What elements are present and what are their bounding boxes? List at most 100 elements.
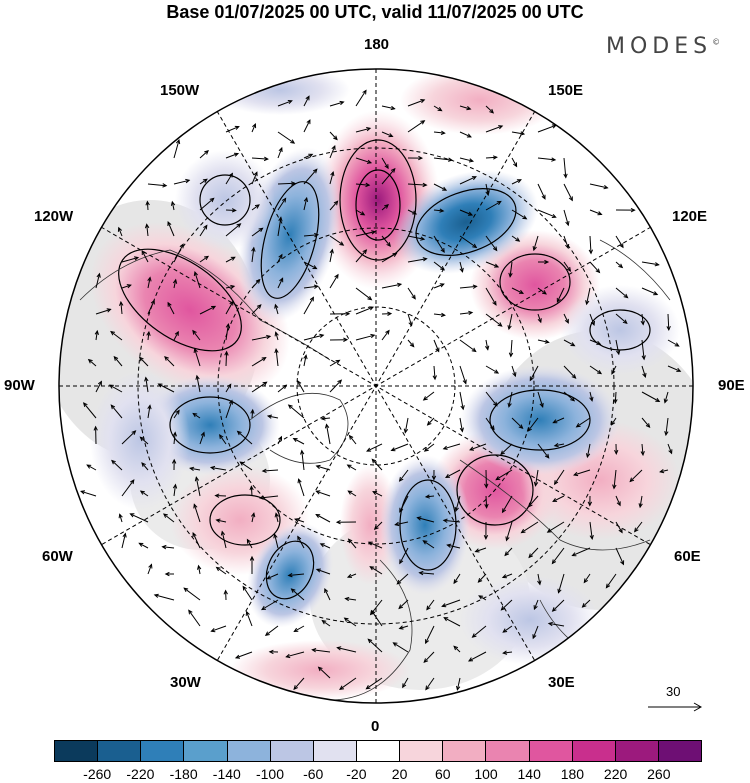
wind-vector-head — [537, 318, 542, 324]
wind-vector — [274, 304, 279, 315]
wind-vector — [613, 469, 617, 489]
wind-vector — [225, 153, 239, 159]
wind-vector — [251, 409, 254, 419]
wind-vector-head — [398, 625, 404, 630]
wind-vector-head — [321, 619, 327, 625]
wind-vector-head — [266, 334, 272, 340]
wind-vector-head — [492, 155, 498, 160]
colorbar-tick-label: 20 — [391, 766, 408, 782]
wind-vector — [167, 302, 175, 315]
wind-vector-head — [315, 464, 321, 470]
wind-vector — [322, 620, 331, 627]
wind-vector — [433, 209, 444, 212]
wind-vector — [615, 287, 628, 298]
wind-vector-head — [117, 226, 123, 232]
wind-vector — [110, 331, 123, 341]
wind-vector — [366, 443, 383, 452]
wind-vector — [235, 651, 253, 659]
wind-vector-head — [113, 355, 119, 361]
anomaly-low-80w — [90, 370, 190, 510]
wind-vector-head — [122, 532, 127, 538]
wind-vector-head — [575, 423, 581, 428]
wind-vector-head — [287, 100, 293, 105]
wind-vector-head — [501, 574, 507, 579]
wind-vector-head — [595, 268, 601, 274]
wind-vector — [485, 365, 499, 374]
wind-vector-head — [305, 95, 310, 101]
wind-vector — [173, 244, 184, 263]
wind-vector — [433, 131, 445, 134]
wind-vector-head — [388, 133, 394, 138]
wind-vector-head — [459, 267, 464, 273]
wind-vector — [355, 209, 365, 216]
wind-vector — [188, 610, 201, 627]
wind-vector-head — [261, 468, 267, 473]
wind-vector — [303, 334, 324, 341]
anomaly-low-90e — [460, 365, 620, 475]
wind-vector-head — [193, 503, 198, 509]
wind-vector-head — [197, 564, 202, 570]
wind-vector-head — [441, 603, 447, 608]
wind-vector — [173, 331, 179, 341]
wind-vector — [423, 540, 435, 549]
wind-vector-head — [189, 466, 195, 472]
wind-vector-head — [266, 414, 273, 419]
wind-vector-head — [508, 352, 514, 358]
wind-vector — [216, 566, 227, 575]
wind-vector — [455, 495, 461, 512]
wind-vector — [355, 90, 367, 107]
wind-vector — [337, 647, 357, 653]
wind-vector — [537, 391, 544, 408]
wind-vector — [558, 573, 565, 593]
wind-vector-head — [566, 266, 572, 272]
colorbar-swatch — [356, 741, 401, 761]
wind-vector — [495, 469, 513, 481]
wind-vector — [347, 464, 357, 471]
wind-vector — [251, 513, 255, 523]
wind-vector — [456, 677, 461, 690]
anomaly-low-105e — [560, 285, 680, 375]
lon-label-120w: 120W — [34, 208, 74, 225]
wind-vector-head — [94, 329, 99, 335]
wind-vector — [532, 625, 539, 639]
wind-vector-head — [246, 538, 251, 544]
wind-vector-head — [164, 571, 170, 577]
wind-vector-head — [426, 420, 432, 426]
polar-map — [58, 68, 703, 712]
wind-vector-head — [642, 372, 647, 378]
wind-vector-head — [551, 213, 557, 218]
wind-vector — [225, 223, 241, 237]
wind-vector — [192, 413, 201, 419]
wind-vector — [485, 105, 494, 114]
wind-vector — [190, 467, 201, 471]
wind-vector-head — [587, 501, 593, 507]
wind-vector-head — [293, 685, 298, 691]
wind-vector — [372, 491, 383, 497]
colorbar-ticks: -260 -220 -180 -140 -100 -60 -20 20 60 100 140 180 2… — [0, 766, 750, 783]
lon-label-30e: 30E — [548, 674, 575, 691]
wind-vector-head — [422, 396, 428, 401]
wind-vector-head — [544, 339, 550, 344]
wind-vector-head — [366, 447, 372, 452]
wind-vector-head — [223, 589, 228, 595]
wind-vector — [501, 599, 513, 611]
wind-vector-head — [339, 241, 345, 246]
wind-vector-head — [371, 458, 377, 464]
colorbar-tick-label: -220 — [126, 766, 155, 782]
wind-vector — [121, 479, 135, 497]
wind-vector — [277, 278, 284, 289]
wind-vector-head — [145, 200, 150, 206]
colorbar-tick-label: 60 — [435, 766, 451, 782]
wind-vector-head — [255, 278, 261, 284]
wind-vector — [355, 231, 376, 237]
wind-vector — [121, 430, 136, 445]
wind-vector — [506, 521, 513, 541]
wind-vector — [589, 391, 593, 401]
wind-vector-head — [416, 516, 422, 521]
wind-vector — [615, 313, 628, 324]
wind-vector — [316, 490, 331, 497]
wind-vector — [423, 651, 435, 663]
wind-vector-head — [454, 506, 459, 512]
wind-vector-head — [516, 179, 522, 184]
wind-vector — [425, 495, 435, 498]
